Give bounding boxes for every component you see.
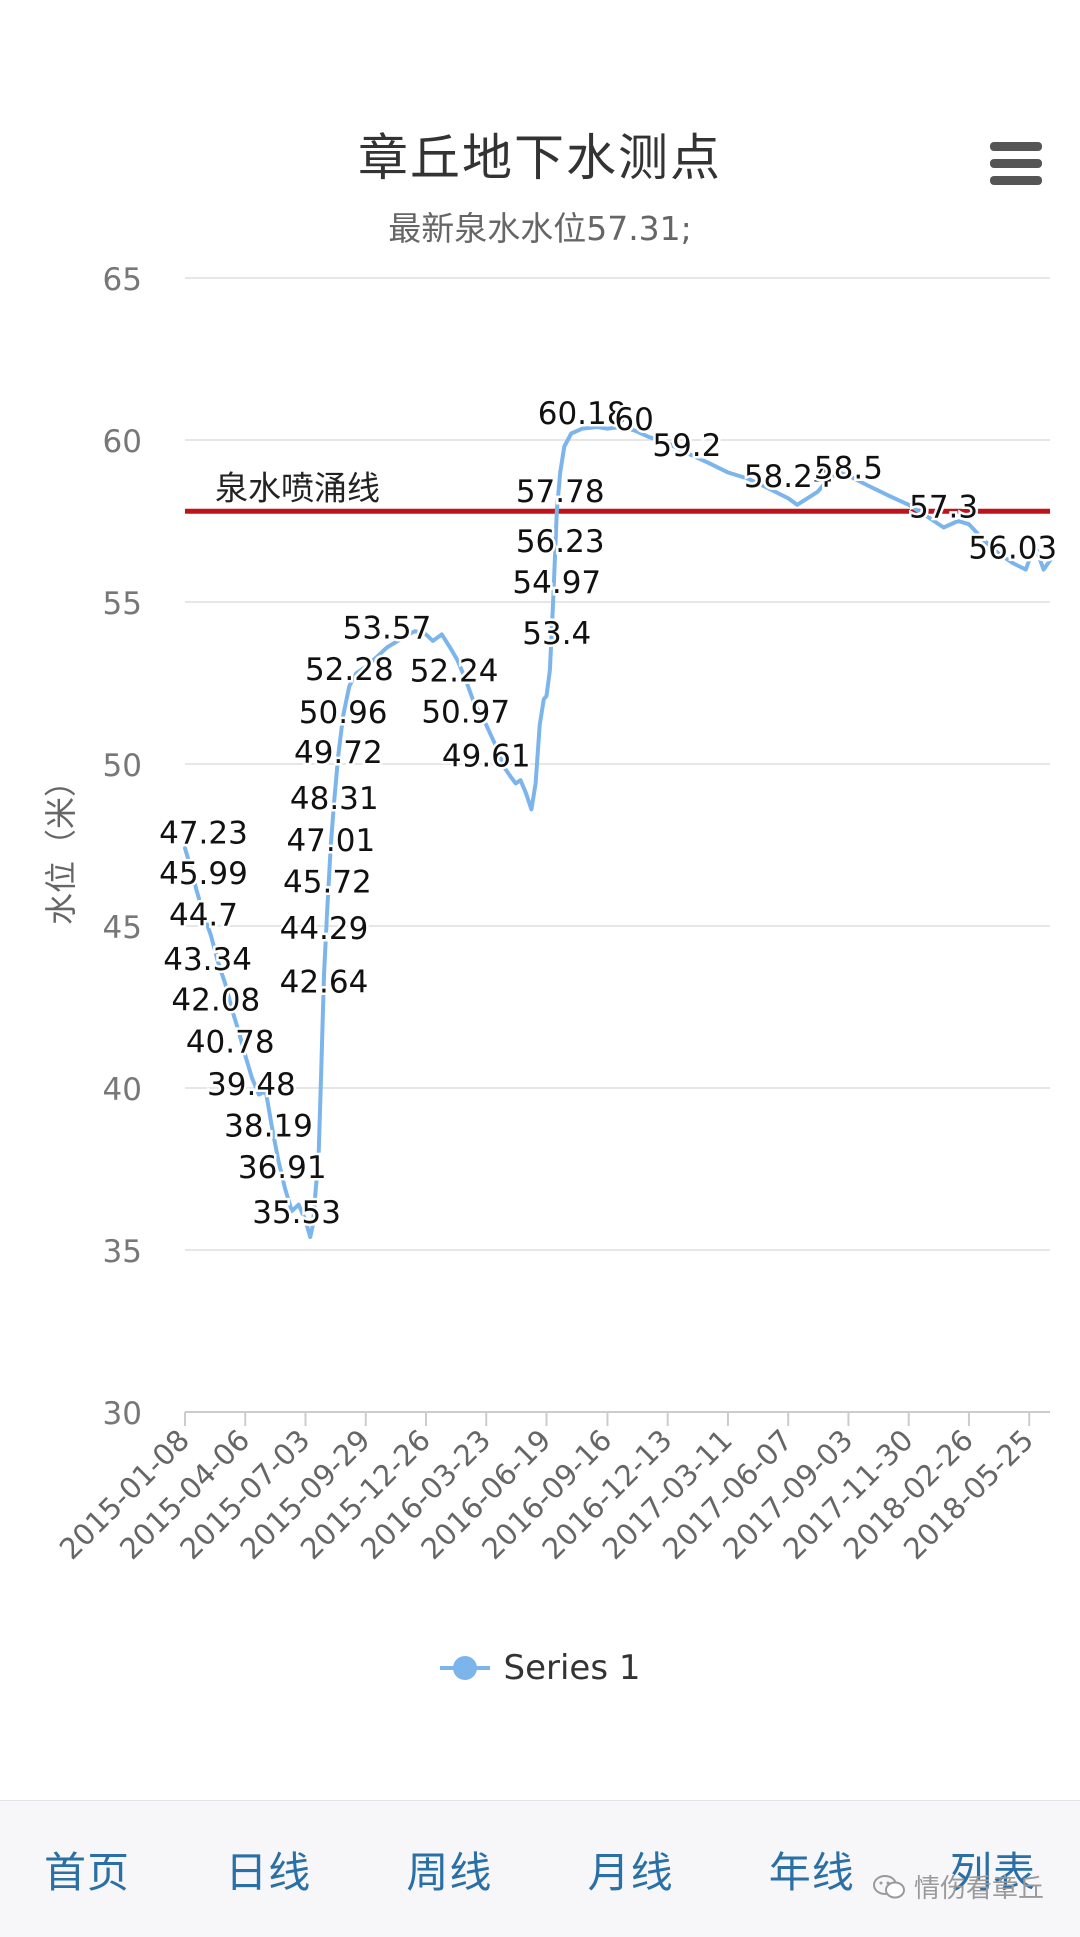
watermark-text: 情伤看章丘 [913,1874,1044,1904]
data-label: 57.3 [909,489,978,525]
y-tick-label: 60 [103,424,142,460]
watermark: 情伤看章丘 [872,1868,1044,1905]
data-label: 35.53 [252,1195,341,1231]
bottom-nav: 首页 日线 周线 月线 年线 列表 [0,1800,1080,1937]
nav-item-weekly[interactable]: 周线 [406,1847,493,1897]
grid-lines [185,277,1050,1413]
data-label: 49.61 [442,739,531,775]
data-label: 43.34 [163,942,252,978]
data-label: 42.08 [171,983,260,1019]
data-label: 39.48 [207,1067,296,1103]
data-label: 59.2 [652,428,721,464]
data-label: 45.99 [159,856,248,892]
data-label: 42.64 [280,964,369,1000]
data-label: 48.31 [290,781,379,817]
nav-item-yearly[interactable]: 年线 [768,1847,855,1897]
data-label: 52.24 [410,653,499,689]
data-label: 38.19 [224,1109,313,1145]
y-tick-label: 50 [103,748,142,784]
nav-item-daily[interactable]: 日线 [225,1847,312,1897]
data-label: 44.7 [169,898,238,934]
data-label: 60.18 [538,396,627,432]
menu-bar-icon [990,176,1042,185]
data-label: 54.97 [512,565,601,601]
data-label: 58.5 [814,451,883,487]
hamburger-menu-icon[interactable] [990,142,1042,186]
series-lines [183,425,1053,1239]
series-line [183,425,1053,1239]
data-label: 57.78 [516,474,605,510]
data-label: 49.72 [294,735,383,771]
nav-item-home[interactable]: 首页 [44,1847,131,1897]
legend-swatch-icon [439,1655,490,1681]
data-label: 36.91 [238,1150,327,1186]
nav-item-monthly[interactable]: 月线 [587,1847,674,1897]
reference-lines: 泉水喷涌线 [185,468,1050,514]
chart-subtitle: 最新泉水水位57.31; [388,209,692,248]
data-labels: 47.23 45.99 44.7 43.34 42.08 40.78 39.48 38.19 3… [157,394,1060,1234]
data-label: 53.57 [343,610,432,646]
data-label: 47.01 [286,823,375,859]
menu-bar-icon [990,142,1042,151]
line-chart: 3035404550556065水位（米）2015-01-082015-04-0… [42,262,1060,1567]
menu-bar-icon [990,159,1042,168]
y-tick-label: 65 [103,262,142,298]
data-label: 50.96 [299,695,388,731]
y-axis-title: 水位（米） [42,765,80,925]
data-label: 44.29 [280,911,369,947]
y-tick-label: 35 [103,1234,142,1270]
y-tick-label: 55 [103,586,142,622]
y-tick-label: 45 [103,910,142,946]
y-tick-label: 30 [103,1396,142,1432]
nav-item-list[interactable]: 列表 [949,1847,1036,1897]
data-label: 53.4 [522,616,591,652]
reference-line-label: 泉水喷涌线 [215,468,380,507]
data-label: 45.72 [283,865,372,901]
data-label: 56.03 [968,531,1057,567]
wechat-icon [872,1874,905,1898]
legend-label: Series 1 [503,1648,641,1688]
data-label: 47.23 [159,816,248,852]
data-label: 50.97 [421,695,510,731]
chart-legend: Series 1 [0,1648,1080,1690]
chart-title: 章丘地下水测点 [358,129,722,187]
data-label: 56.23 [516,524,605,560]
y-tick-label: 40 [103,1072,142,1108]
axes: 3035404550556065水位（米）2015-01-082015-04-0… [42,262,1040,1566]
legend-item-series-1[interactable]: Series 1 [439,1648,641,1688]
data-label: 58.24 [744,459,833,495]
data-label: 40.78 [186,1025,275,1061]
data-label: 60 [614,402,653,438]
data-label: 52.28 [305,652,394,688]
